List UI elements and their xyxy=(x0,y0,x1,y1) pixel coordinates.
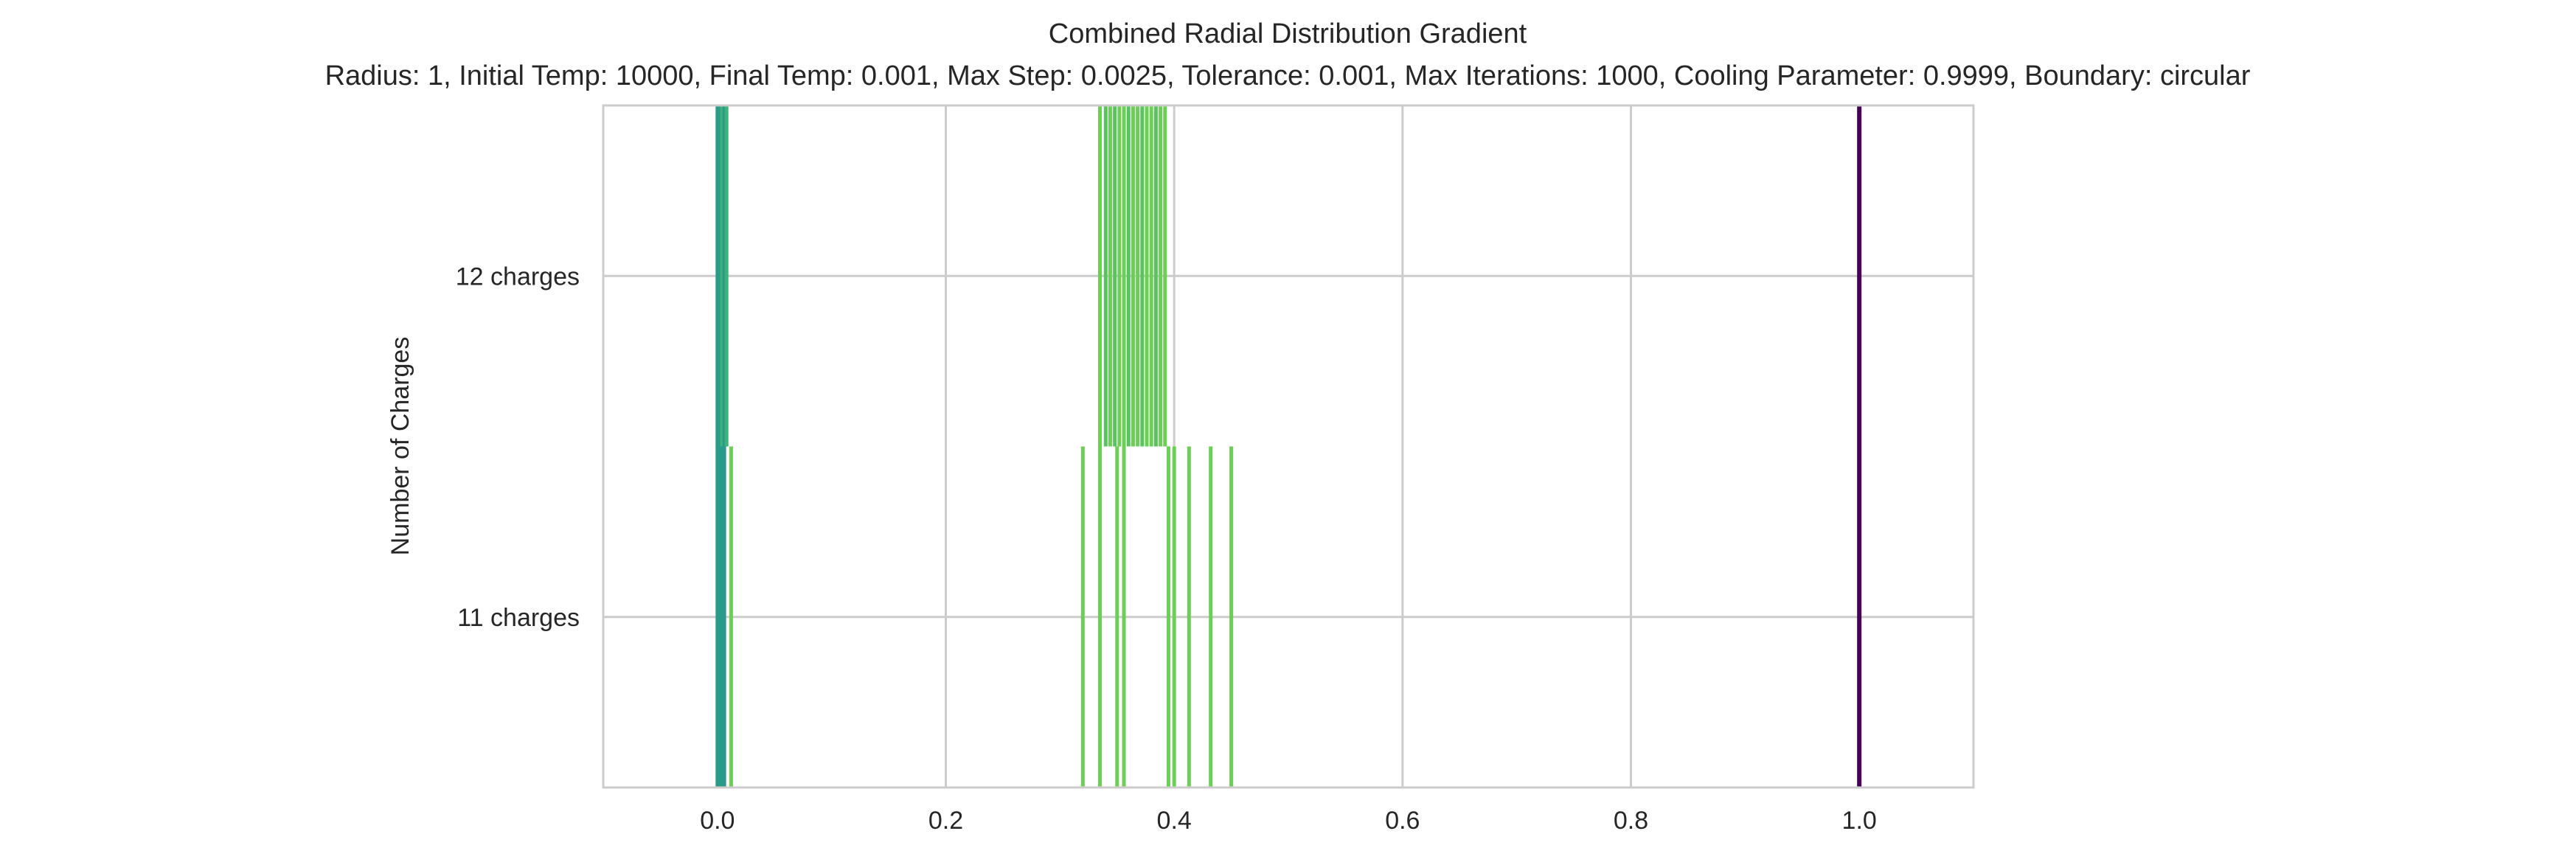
x-tick-label: 0.4 xyxy=(1157,807,1192,835)
chart-title: Combined Radial Distribution Gradient xyxy=(1049,18,1527,49)
x-tick-label: 0.0 xyxy=(700,807,735,835)
plot-background xyxy=(603,105,1973,787)
x-tick-label: 1.0 xyxy=(1842,807,1877,835)
plot-frame xyxy=(602,104,1975,789)
x-tick-label: 0.8 xyxy=(1614,807,1648,835)
x-tick-label: 0.2 xyxy=(928,807,963,835)
plot-area: 0.0 0.2 0.4 0.6 0.8 1.0 11 charges 12 charges xyxy=(456,104,1975,835)
y-axis-label: Number of Charges xyxy=(386,337,414,556)
y-tick-label: 12 charges xyxy=(456,262,580,291)
x-tick-label: 0.6 xyxy=(1385,807,1420,835)
chart-subtitle: Radius: 1, Initial Temp: 10000, Final Te… xyxy=(325,60,2251,91)
y-tick-label: 11 charges xyxy=(457,604,580,632)
